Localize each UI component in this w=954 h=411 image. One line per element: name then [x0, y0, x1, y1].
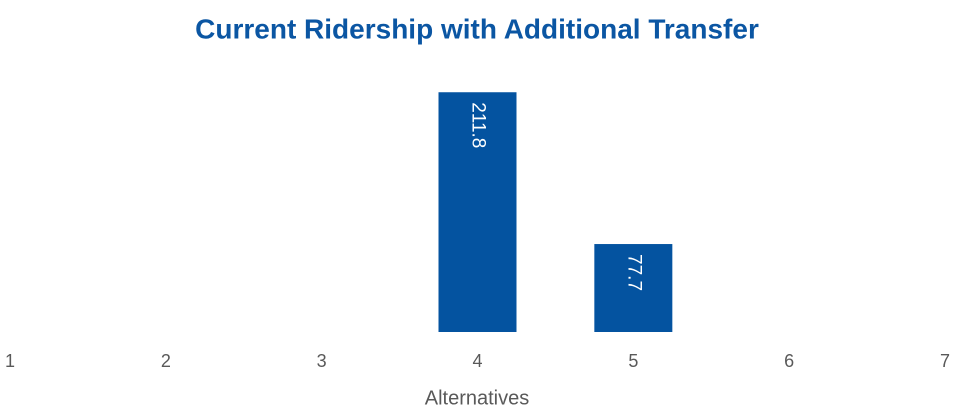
bar	[594, 244, 673, 332]
x-tick-label: 6	[784, 351, 794, 371]
x-tick-label: 3	[317, 351, 327, 371]
data-label: 77.7	[623, 254, 644, 291]
x-axis-label: Alternatives	[425, 387, 530, 409]
bar	[438, 92, 517, 332]
x-tick-label: 7	[940, 351, 950, 371]
data-label: 211.8	[467, 102, 488, 148]
x-tick-label: 2	[161, 351, 171, 371]
x-tick-label: 4	[472, 351, 482, 371]
x-tick-label: 1	[5, 351, 15, 371]
chart-title: Current Ridership with Additional Transf…	[195, 13, 759, 44]
x-tick-label: 5	[628, 351, 638, 371]
